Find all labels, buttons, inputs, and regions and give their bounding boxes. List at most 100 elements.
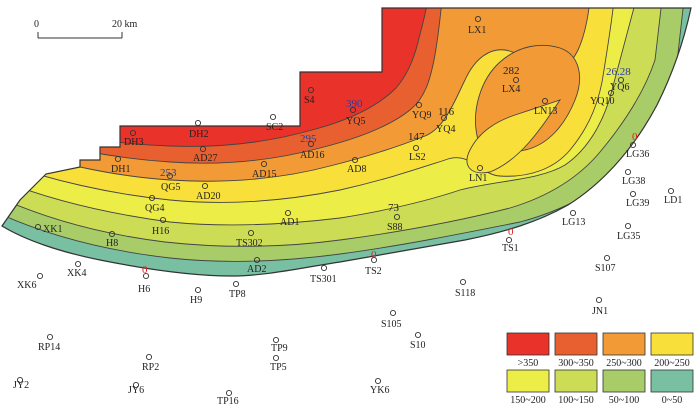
well-symbol-icon — [142, 272, 150, 280]
well-symbol-icon — [629, 141, 637, 149]
well-lg35: LG35 — [617, 222, 640, 242]
well-xk1: XK1 — [34, 223, 62, 235]
well-rp2: RP2 — [142, 353, 159, 373]
scale-bar: 0 20 km — [34, 19, 138, 39]
well-label: QG4 — [145, 203, 164, 214]
well-label: S118 — [455, 288, 475, 299]
well-symbol-icon — [603, 254, 611, 262]
well-symbol-icon — [667, 187, 675, 195]
well-ad16: AD16 — [300, 140, 324, 161]
well-symbol-icon — [607, 89, 615, 97]
well-tp5: TP5 — [270, 354, 287, 373]
well-symbol-icon — [16, 376, 24, 384]
well-lg36: LG36 — [626, 141, 649, 160]
legend-item: >350 — [506, 332, 550, 369]
legend-swatch — [506, 332, 550, 356]
well-label: LN1 — [469, 173, 487, 184]
well-ln13: LN13 — [534, 97, 557, 117]
well-label: AD8 — [347, 164, 366, 175]
well-ts301: TS301 — [310, 264, 337, 285]
well-dh3: DH3 — [124, 129, 143, 148]
legend-label: >350 — [518, 358, 539, 369]
well-symbol-icon — [159, 216, 167, 224]
well-jy6: JY6 — [128, 381, 144, 396]
legend-swatch — [650, 332, 694, 356]
well-symbol-icon — [374, 377, 382, 385]
well-symbol-icon — [351, 156, 359, 164]
well-yq4: YQ4 — [436, 114, 455, 135]
well-symbol-icon — [476, 164, 484, 172]
well-symbol-icon — [114, 155, 122, 163]
well-s107: S107 — [595, 254, 616, 274]
well-label: YQ9 — [412, 110, 431, 121]
well-label: TP16 — [217, 396, 239, 407]
well-ad1: AD1 — [280, 209, 299, 228]
contour-value-label: 26.28 — [606, 66, 631, 78]
well-label: XK4 — [67, 268, 86, 279]
well-ad8: AD8 — [347, 156, 366, 175]
well-label: XK6 — [17, 280, 36, 291]
legend-item: 250~300 — [602, 332, 646, 369]
well-symbol-icon — [624, 222, 632, 230]
well-ln1: LN1 — [469, 164, 487, 184]
well-lg13: LG13 — [562, 209, 585, 228]
well-symbol-icon — [232, 280, 240, 288]
well-label: LG13 — [562, 217, 585, 228]
well-yq6: YQ6 — [610, 76, 629, 93]
legend-item: 100~150 — [554, 369, 598, 406]
well-symbol-icon — [272, 354, 280, 362]
well-label: DH3 — [124, 137, 143, 148]
well-label: YQ10 — [590, 96, 614, 107]
well-dh2: DH2 — [189, 119, 208, 140]
legend-swatch — [650, 369, 694, 393]
well-label: H8 — [106, 238, 118, 249]
well-s88: S88 — [387, 213, 403, 233]
well-label: JY6 — [128, 385, 144, 396]
well-symbol-icon — [412, 144, 420, 152]
well-symbol-icon — [307, 140, 315, 148]
well-symbol-icon — [393, 213, 401, 221]
well-symbol-icon — [307, 86, 315, 94]
well-ad15: AD15 — [252, 160, 276, 180]
contour-value-label: 147 — [408, 131, 425, 143]
well-symbol-icon — [415, 101, 423, 109]
well-xk6: XK6 — [17, 272, 44, 291]
well-symbol-icon — [541, 97, 549, 105]
well-tp16: TP16 — [217, 389, 239, 407]
well-symbol-icon — [166, 172, 174, 180]
well-symbol-icon — [253, 256, 261, 264]
legend-item: 50~100 — [602, 369, 646, 406]
well-h6: H6 — [138, 272, 150, 295]
contour-value-label: 116 — [438, 106, 455, 118]
legend-swatch — [602, 332, 646, 356]
well-s10: S10 — [410, 331, 426, 351]
well-symbol-icon — [284, 209, 292, 217]
well-label: QG5 — [161, 182, 180, 193]
well-label: AD20 — [196, 191, 220, 202]
well-yq9: YQ9 — [412, 101, 431, 121]
well-h16: H16 — [152, 216, 169, 237]
well-dh1: DH1 — [111, 155, 130, 175]
well-ad20: AD20 — [196, 182, 220, 202]
well-symbol-icon — [414, 331, 422, 339]
well-s4: S4 — [304, 86, 315, 106]
well-tp9: TP9 — [271, 336, 288, 354]
well-symbol-icon — [74, 260, 82, 268]
well-label: S88 — [387, 222, 403, 233]
well-label: XK1 — [43, 224, 62, 235]
well-label: H6 — [138, 284, 150, 295]
legend-swatch — [602, 369, 646, 393]
well-symbol-icon — [624, 168, 632, 176]
well-symbol-icon — [440, 114, 448, 122]
well-symbol-icon — [260, 160, 268, 168]
well-symbol-icon — [148, 194, 156, 202]
well-symbol-icon — [247, 229, 255, 237]
well-label: AD27 — [193, 153, 217, 164]
well-label: YQ5 — [346, 116, 365, 127]
well-label: LG38 — [622, 176, 645, 187]
well-symbol-icon — [269, 113, 277, 121]
well-label: YQ4 — [436, 124, 455, 135]
well-symbol-icon — [349, 106, 357, 114]
well-ts1: TS1 — [502, 236, 519, 254]
